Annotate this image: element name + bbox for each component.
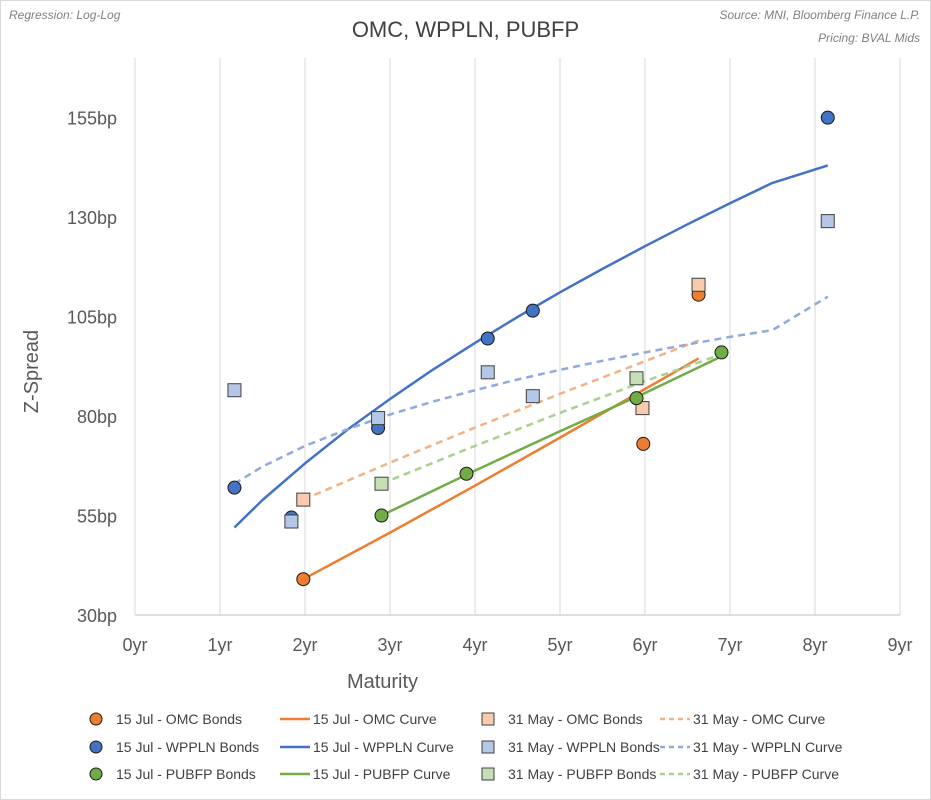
curve-7 bbox=[233, 295, 829, 485]
curve-3 bbox=[302, 339, 700, 501]
y-tick-label: 80bp bbox=[77, 407, 117, 427]
legend-swatch-0 bbox=[89, 712, 103, 726]
legend-label-7: 31 May - WPPLN Curve bbox=[693, 739, 843, 755]
bond-point-8-0 bbox=[374, 508, 389, 523]
bond-point-10-0 bbox=[374, 476, 389, 491]
y-axis-title: Z-Spread bbox=[21, 330, 43, 413]
grid-layer bbox=[219, 58, 901, 615]
x-tick-label: 7yr bbox=[717, 635, 742, 655]
x-axis-title: Maturity bbox=[347, 671, 418, 693]
legend-label-6: 31 May - WPPLN Bonds bbox=[508, 739, 660, 755]
bond-point-6-0 bbox=[227, 383, 242, 398]
bond-point-8-3 bbox=[714, 345, 729, 360]
x-tick-label: 4yr bbox=[462, 635, 487, 655]
curve-9 bbox=[380, 355, 723, 517]
legend-swatch-6 bbox=[481, 740, 495, 754]
bond-point-8-2 bbox=[629, 391, 644, 406]
curve-11 bbox=[381, 353, 722, 485]
legend-swatch-8 bbox=[89, 767, 103, 781]
axis-layer: 0yr 1yr 2yr 3yr 4yr 5yr 6yr 7yr 8yr 9yr 30bp 55bp 80… bbox=[21, 58, 913, 693]
bond-point-0-1 bbox=[636, 436, 651, 451]
curve-5 bbox=[233, 164, 829, 529]
bond-point-2-0 bbox=[296, 492, 311, 507]
legend-label-9: 15 Jul - PUBFP Curve bbox=[313, 766, 451, 782]
legend-label-4: 15 Jul - WPPLN Bonds bbox=[116, 739, 259, 755]
curve-layer bbox=[233, 164, 829, 581]
legend-label-0: 15 Jul - OMC Bonds bbox=[116, 711, 242, 727]
x-tick-label: 1yr bbox=[207, 635, 232, 655]
legend-swatch-10 bbox=[481, 767, 495, 781]
legend-label-10: 31 May - PUBFP Bonds bbox=[508, 766, 656, 782]
x-tick-label: 5yr bbox=[547, 635, 572, 655]
x-tick-label: 3yr bbox=[377, 635, 402, 655]
curve-1 bbox=[302, 357, 700, 581]
legend-swatch-4 bbox=[89, 740, 103, 754]
bond-point-6-2 bbox=[371, 411, 386, 426]
bond-point-0-0 bbox=[296, 572, 311, 587]
y-tick-label: 55bp bbox=[77, 507, 117, 527]
marker-layer bbox=[227, 110, 835, 587]
bond-point-6-1 bbox=[284, 514, 299, 529]
legend-swatch-2 bbox=[481, 712, 495, 726]
pricing-note: Pricing: BVAL Mids bbox=[818, 31, 920, 45]
x-tick-label: 9yr bbox=[887, 635, 912, 655]
legend: 15 Jul - OMC Bonds 15 Jul - OMC Curve 31 M… bbox=[89, 711, 843, 782]
bond-point-8-1 bbox=[459, 466, 474, 481]
y-tick-label: 130bp bbox=[67, 208, 117, 228]
x-tick-label: 6yr bbox=[632, 635, 657, 655]
legend-label-3: 31 May - OMC Curve bbox=[693, 711, 825, 727]
y-tick-label: 105bp bbox=[67, 308, 117, 328]
legend-label-11: 31 May - PUBFP Curve bbox=[693, 766, 839, 782]
legend-label-1: 15 Jul - OMC Curve bbox=[313, 711, 437, 727]
bond-point-6-5 bbox=[820, 214, 835, 229]
x-tick-label: 8yr bbox=[802, 635, 827, 655]
legend-label-2: 31 May - OMC Bonds bbox=[508, 711, 643, 727]
y-tick-label: 155bp bbox=[67, 109, 117, 129]
bond-point-6-4 bbox=[525, 389, 540, 404]
y-tick-label: 30bp bbox=[77, 606, 117, 626]
regression-note: Regression: Log-Log bbox=[9, 8, 121, 22]
bond-point-6-3 bbox=[480, 365, 495, 380]
bond-point-2-2 bbox=[691, 277, 706, 292]
bond-point-4-4 bbox=[525, 303, 540, 318]
bond-point-10-1 bbox=[629, 371, 644, 386]
bond-point-4-5 bbox=[820, 110, 835, 125]
source-note: Source: MNI, Bloomberg Finance L.P. bbox=[719, 8, 920, 22]
x-tick-label: 0yr bbox=[122, 635, 147, 655]
legend-label-8: 15 Jul - PUBFP Bonds bbox=[116, 766, 256, 782]
bond-point-4-0 bbox=[227, 480, 242, 495]
x-tick-label: 2yr bbox=[292, 635, 317, 655]
chart-title: OMC, WPPLN, PUBFP bbox=[351, 17, 580, 42]
legend-label-5: 15 Jul - WPPLN Curve bbox=[313, 739, 454, 755]
bond-point-4-3 bbox=[480, 331, 495, 346]
